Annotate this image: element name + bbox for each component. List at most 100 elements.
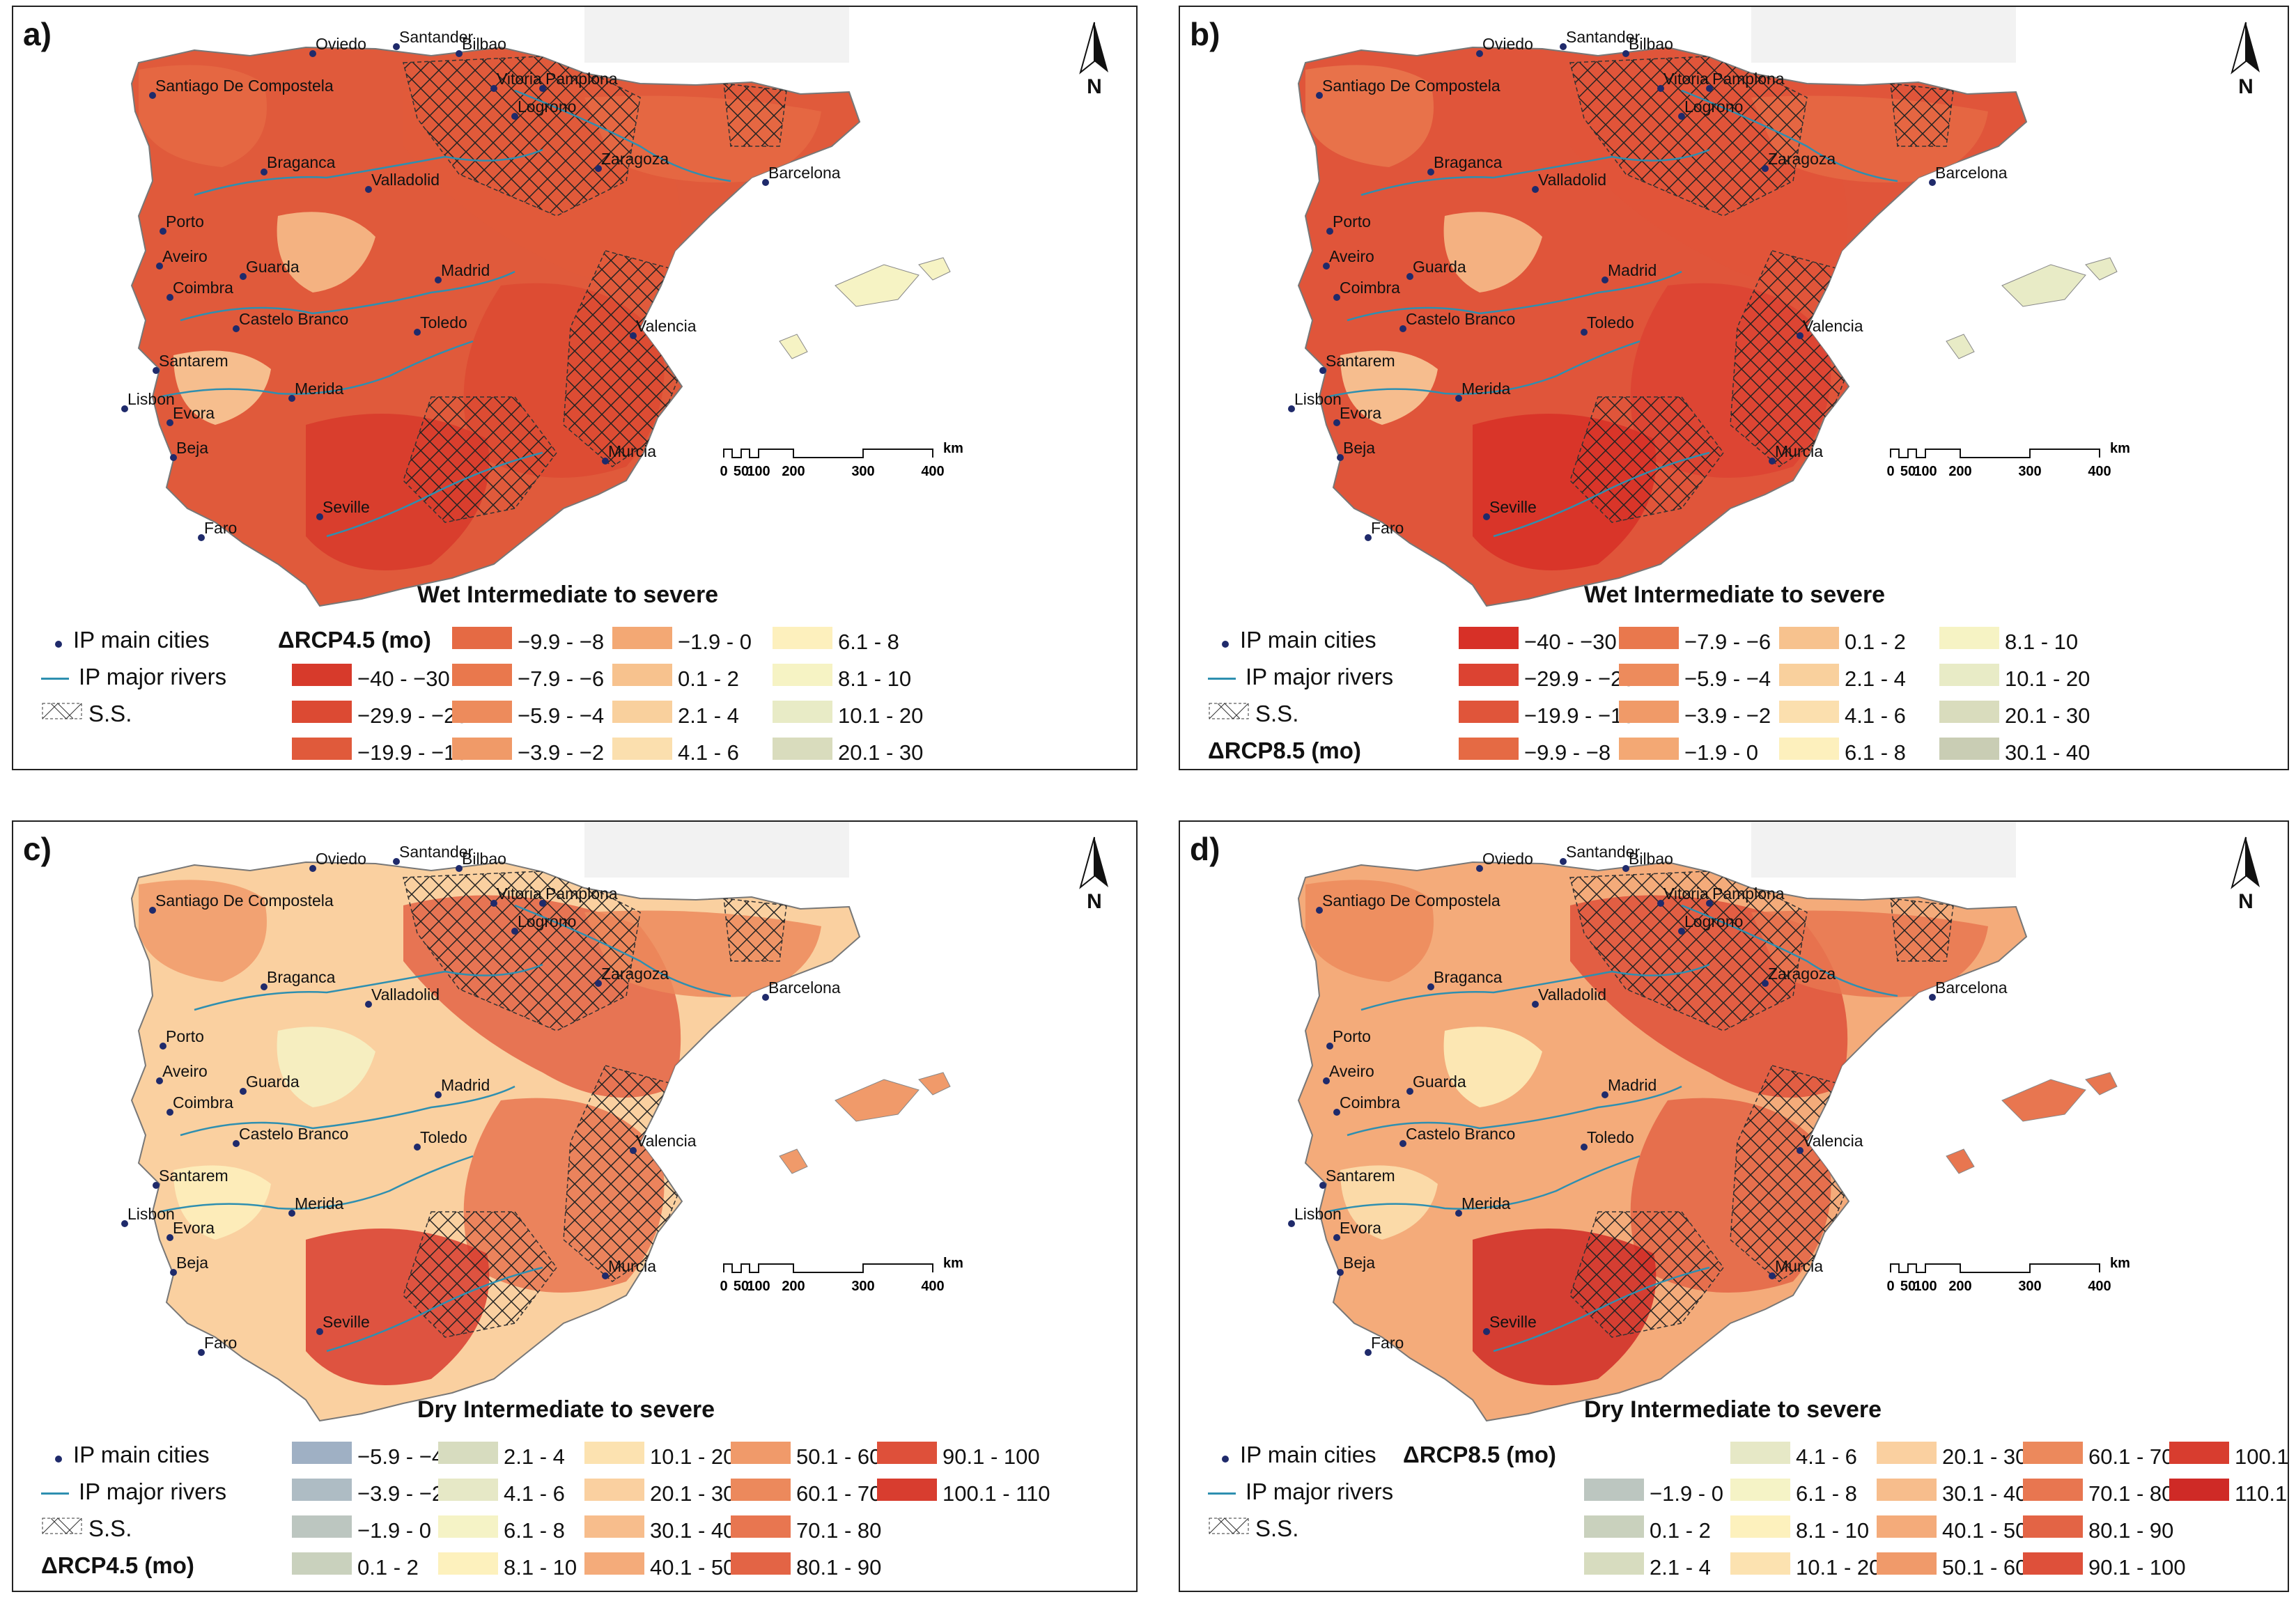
city-dot [166, 419, 173, 426]
north-arrow: N [1066, 834, 1122, 914]
river [194, 148, 543, 196]
legend-class-label: −1.9 - 0 [1650, 1481, 1723, 1506]
value-region [277, 1027, 375, 1107]
city-dot [630, 332, 637, 339]
legend-class-label: 6.1 - 8 [838, 630, 899, 654]
city-dot [1678, 928, 1685, 935]
legend-class: 10.1 - 20 [773, 701, 923, 728]
legend-ss: S.S. [1208, 701, 1298, 727]
city-dot [1319, 367, 1326, 374]
city-dot [1929, 179, 1936, 186]
legend-class-label: 60.1 - 70 [796, 1481, 882, 1506]
legend-swatch [1730, 1442, 1790, 1464]
city-dot [414, 329, 421, 336]
legend-class-label: 100.1 - 110 [2235, 1444, 2289, 1469]
legend-swatch [612, 701, 672, 723]
city-label: Castelo Branco [1406, 1125, 1516, 1143]
city-dot [1706, 900, 1713, 907]
panel-d: d) N Oviedo Santander Bilbao Santiago De Comp… [1179, 820, 2289, 1592]
france-area [1751, 7, 2016, 63]
legend-swatch [1877, 1515, 1937, 1538]
city-dot [1288, 405, 1295, 412]
city-dot [1365, 534, 1372, 541]
legend-class: 80.1 - 90 [2023, 1515, 2173, 1543]
river [1493, 1266, 1710, 1352]
city-label: Faro [1371, 519, 1404, 537]
city-label: Madrid [1608, 1076, 1657, 1094]
legend-cities-label: IP main cities [1240, 627, 1376, 653]
legend-ss-label: S.S. [1255, 1515, 1299, 1541]
legend-class-label: 60.1 - 70 [2088, 1444, 2174, 1469]
legend-swatch [584, 1552, 644, 1575]
legend-class: 2.1 - 4 [1779, 664, 1906, 692]
river [326, 451, 543, 538]
city-label: Guarda [1413, 258, 1466, 276]
legend-class: 110.1 - 115 [2169, 1479, 2288, 1506]
value-region [1443, 1027, 1542, 1107]
scale-tick: 50 [734, 464, 749, 479]
scale-tick: 200 [782, 1279, 805, 1294]
legend-class-label: 4.1 - 6 [1796, 1444, 1857, 1469]
legend-class: −5.9 - −4 [1619, 664, 1771, 692]
city-dot [309, 865, 316, 872]
legend-class-label: 80.1 - 90 [2088, 1518, 2174, 1543]
city-dot [1483, 1328, 1490, 1335]
legend-class-label: −3.9 - −2 [357, 1481, 444, 1506]
city-label: Santiago De Compostela [155, 77, 334, 95]
city-dot [365, 1001, 372, 1008]
legend-city-icon [55, 641, 62, 648]
legend-class: −1.9 - 0 [1619, 738, 1758, 765]
city-label: Vitoria [1663, 70, 1709, 88]
city-dot [166, 1109, 173, 1116]
legend-swatch [773, 701, 832, 723]
river [1681, 904, 1898, 997]
city-dot [393, 858, 400, 865]
city-dot [1406, 273, 1413, 280]
legend-class: −40 - −30 [1459, 627, 1617, 655]
city-label: Valencia [1803, 317, 1863, 335]
city-dot [490, 85, 497, 92]
legend-river-icon [41, 1492, 69, 1495]
legend-swatch [2023, 1442, 2083, 1464]
city-label: Logrono [518, 98, 577, 116]
legend-swatch [877, 1479, 937, 1501]
scale-tick: 0 [1886, 464, 1894, 479]
city-dot [149, 907, 156, 914]
legend-class: 20.1 - 30 [773, 738, 923, 765]
city-label: Santarem [159, 352, 228, 370]
legend-swatch [1779, 738, 1839, 760]
city-dot [1797, 332, 1804, 339]
legend-cities-label: IP main cities [1240, 1442, 1376, 1467]
legend-class-label: 40.1 - 50 [650, 1555, 736, 1580]
panel-title: Dry Intermediate to severe [1584, 1396, 1882, 1423]
legend-class: −1.9 - 0 [1584, 1479, 1723, 1506]
city-label: Bilbao [462, 850, 506, 868]
panel-c: c) N Oviedo Santander Bilbao Santiago De Comp… [12, 820, 1138, 1592]
legend-class-label: 0.1 - 2 [357, 1555, 419, 1580]
city-dot [198, 1349, 205, 1356]
legend-class: −7.9 - −6 [1619, 627, 1771, 655]
scale-tick: 100 [1914, 1279, 1937, 1294]
city-label: Santiago De Compostela [155, 891, 334, 910]
legend-class-label: 30.1 - 40 [650, 1518, 736, 1543]
city-dot [1483, 513, 1490, 520]
city-label: Vitoria [497, 70, 542, 88]
scale-tick: 300 [2018, 1279, 2041, 1294]
scale-tick: 200 [782, 464, 805, 479]
legend-class-label: −5.9 - −4 [518, 703, 605, 728]
city-label: Valladolid [1538, 171, 1607, 189]
scale-tick: 100 [747, 1279, 770, 1294]
city-label: Beja [1343, 1254, 1376, 1272]
legend-rcp: ΔRCP4.5 (mo) [278, 627, 431, 653]
city-dot [309, 50, 316, 57]
legend-swatch [292, 1442, 352, 1464]
legend-class: −29.9 - −20 [1459, 664, 1635, 692]
legend-class-label: 4.1 - 6 [678, 740, 739, 765]
map-svg [1297, 822, 2118, 1422]
city-label: Beja [176, 1254, 209, 1272]
legend-city-icon [55, 1456, 62, 1463]
scale-unit: km [2110, 1257, 2130, 1271]
legend-class: 100.1 - 110 [2169, 1442, 2289, 1469]
